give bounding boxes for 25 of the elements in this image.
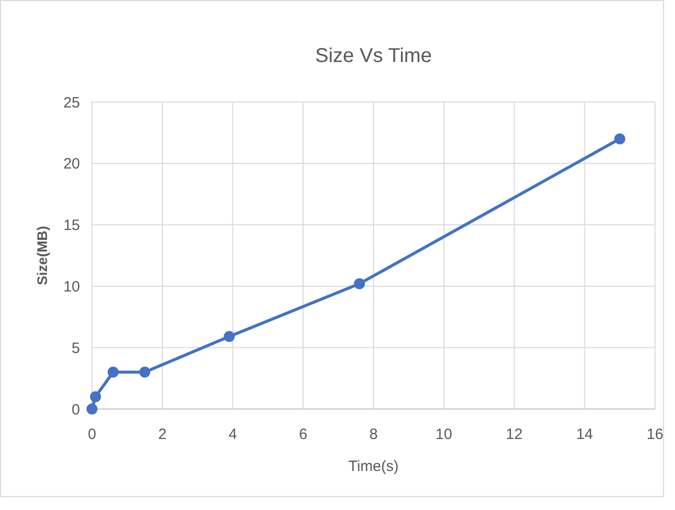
point (108, 366, 119, 378)
x-tick-label: 16 (646, 426, 664, 443)
x-tick-label: 0 (88, 426, 96, 443)
x-tick-label: 14 (576, 426, 593, 443)
x-tick-label: 2 (158, 426, 167, 443)
y-tick-label: 0 (72, 401, 80, 418)
point (139, 366, 150, 378)
y-tick-label: 15 (63, 217, 80, 234)
x-axis-title: Time(s) (348, 458, 399, 475)
y-tick-label: 10 (63, 278, 80, 296)
y-tick-label: 20 (63, 156, 80, 173)
x-tick-label: 10 (436, 426, 452, 443)
point (354, 278, 365, 290)
chart-title: Size Vs Time (315, 45, 432, 67)
y-tick-label: 5 (72, 340, 80, 357)
y-tick-label: 25 (63, 94, 80, 112)
x-tick-label: 6 (298, 426, 308, 443)
y-axis-title: Size(MB) (34, 226, 50, 286)
point (86, 404, 98, 414)
point (614, 133, 626, 144)
point (224, 331, 235, 342)
point (90, 391, 102, 402)
x-tick-label: 12 (506, 426, 523, 443)
x-tick-label: 4 (228, 426, 237, 443)
x-tick-label: 8 (369, 426, 378, 443)
